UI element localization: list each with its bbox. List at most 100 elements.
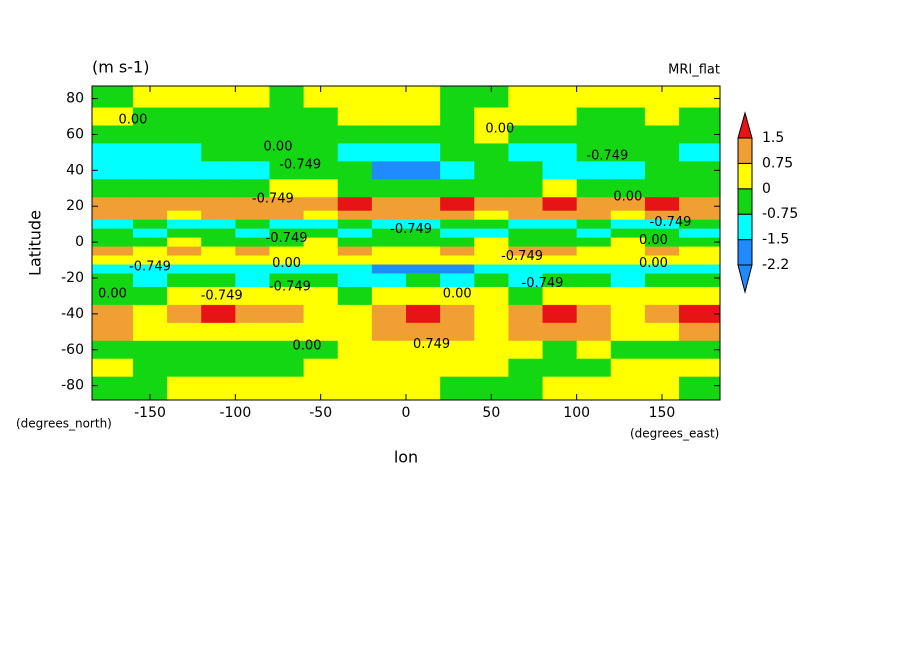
- field-cell: [679, 304, 721, 324]
- field-cell: [303, 286, 339, 306]
- field-cell: [303, 219, 339, 230]
- field-cell: [576, 143, 612, 162]
- field-cell: [337, 286, 373, 306]
- field-cell: [576, 273, 612, 288]
- field-cell: [610, 107, 646, 126]
- field-cell: [542, 143, 578, 162]
- contour-label: 0.00: [98, 287, 127, 302]
- contour-label: 0.00: [118, 113, 147, 128]
- field-cell: [610, 246, 646, 257]
- field-cell: [610, 161, 646, 180]
- contour-label: 0.749: [413, 337, 450, 352]
- field-cell: [610, 358, 646, 378]
- field-cell: [201, 161, 236, 180]
- field-cell: [167, 286, 202, 306]
- field-cell: [610, 86, 646, 109]
- field-cell: [474, 322, 509, 342]
- field-cell: [337, 246, 373, 257]
- field-cell: [508, 264, 544, 275]
- field-cell: [337, 340, 373, 360]
- field-cell: [679, 246, 721, 257]
- field-cell: [337, 255, 373, 266]
- field-cell: [132, 143, 168, 162]
- field-cell: [679, 219, 721, 230]
- field-cell: [610, 125, 646, 144]
- field-cell: [474, 210, 509, 221]
- field-cell: [542, 210, 578, 221]
- field-cell: [269, 228, 305, 239]
- field-cell: [440, 340, 475, 360]
- field-cell: [508, 107, 544, 126]
- field-cell: [371, 237, 407, 248]
- field-cell: [474, 246, 509, 257]
- field-cell: [474, 107, 509, 126]
- field-cell: [269, 286, 305, 306]
- field-cell: [371, 228, 407, 239]
- colorbar-label: -2.2: [762, 257, 789, 273]
- field-cell: [644, 228, 680, 239]
- field-cell: [235, 179, 270, 198]
- field-cell: [303, 86, 339, 109]
- field-cell: [371, 107, 407, 126]
- field-cell: [406, 358, 441, 378]
- field-cell: [201, 264, 236, 275]
- field-cell: [576, 179, 612, 198]
- field-cell: [269, 107, 305, 126]
- field-cell: [644, 322, 680, 342]
- field-cell: [132, 340, 168, 360]
- field-cell: [508, 86, 544, 109]
- colorbar-label: 0.75: [762, 155, 793, 171]
- field-cell: [167, 86, 202, 109]
- x-units: (degrees_east): [630, 427, 719, 441]
- field-cell: [406, 125, 441, 144]
- field-cell: [679, 255, 721, 266]
- field-cell: [679, 228, 721, 239]
- field-cell: [679, 86, 721, 109]
- field-cell: [303, 161, 339, 180]
- field-cell: [406, 322, 441, 342]
- field-cell: [167, 179, 202, 198]
- field-cell: [508, 125, 544, 144]
- field-cell: [132, 246, 168, 257]
- field-cell: [337, 86, 373, 109]
- field-cell: [132, 304, 168, 324]
- field-cell: [542, 340, 578, 360]
- field-cell: [474, 255, 509, 266]
- y-tick-label: 40: [66, 162, 84, 178]
- field-cell: [235, 107, 270, 126]
- x-axis-label: lon: [394, 448, 418, 467]
- field-cell: [610, 143, 646, 162]
- y-tick-label: 80: [66, 91, 84, 107]
- field-cell: [235, 255, 270, 266]
- field-cell: [269, 376, 305, 401]
- field-cell: [610, 210, 646, 221]
- field-cell: [644, 340, 680, 360]
- field-cell: [371, 143, 407, 162]
- field-cell: [610, 264, 646, 275]
- field-cell: [542, 228, 578, 239]
- field-cell: [576, 210, 612, 221]
- field-cell: [576, 161, 612, 180]
- field-cell: [201, 358, 236, 378]
- field-cell: [303, 246, 339, 257]
- field-cell: [235, 228, 270, 239]
- field-cell: [542, 237, 578, 248]
- field-cell: [474, 86, 509, 109]
- field-cell: [474, 197, 509, 212]
- field-cell: [167, 264, 202, 275]
- field-cell: [371, 340, 407, 360]
- field-cell: [576, 304, 612, 324]
- y-tick-label: -60: [61, 342, 84, 358]
- field-cell: [235, 304, 270, 324]
- contour-label: 0.00: [485, 122, 514, 137]
- field-cell: [167, 246, 202, 257]
- field-cell: [132, 322, 168, 342]
- field-cell: [337, 304, 373, 324]
- field-cell: [508, 228, 544, 239]
- contour-label: 0.00: [293, 339, 322, 354]
- contour-label: -0.749: [201, 288, 243, 303]
- field-cell: [132, 219, 168, 230]
- field-cell: [679, 273, 721, 288]
- field-cell: [201, 210, 236, 221]
- field-cell: [542, 304, 578, 324]
